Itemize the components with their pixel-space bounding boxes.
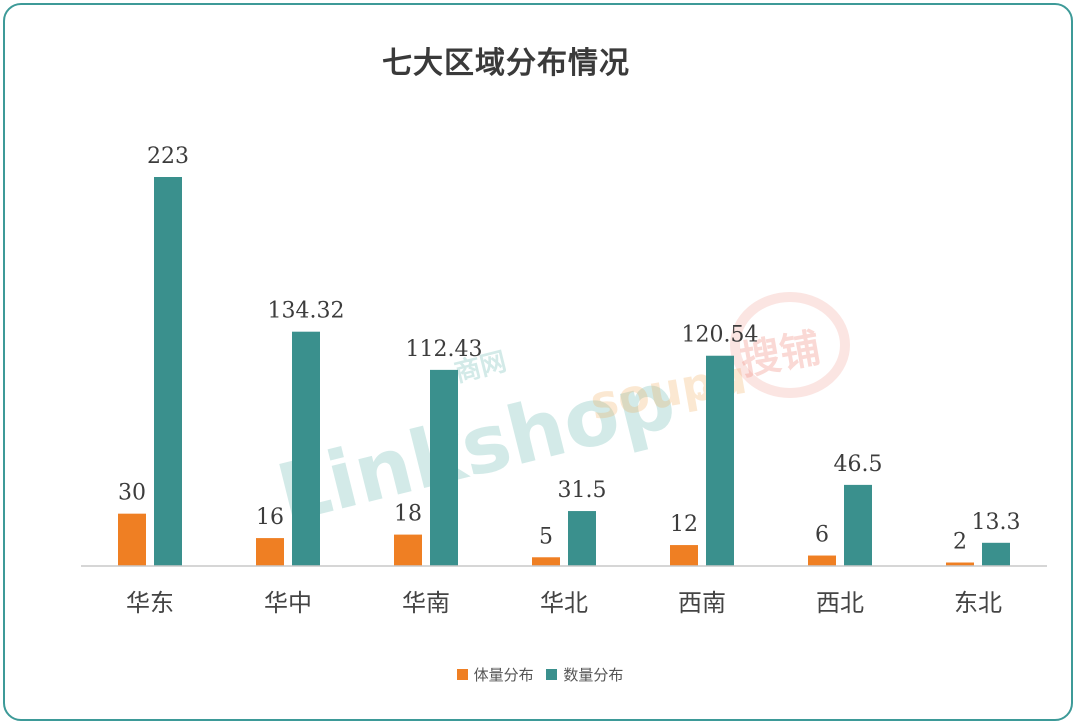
bar-volume-4 <box>670 545 698 566</box>
legend-item-volume: 体量分布 <box>456 664 534 685</box>
bar-volume-6 <box>946 562 974 566</box>
data-label-count-6: 13.3 <box>972 510 1021 535</box>
labels-group: 30 223 华东 16 134.32 华中 18 112.43 华南 531.5 华北 12 120.… <box>118 144 1020 617</box>
x-tick-label-0: 华东 <box>126 589 174 617</box>
chart-title: 七大区域分布情况 <box>382 46 630 81</box>
bar-count-0 <box>154 177 182 566</box>
data-label-count-0: 223 <box>147 144 189 169</box>
x-tick-label-5: 西北 <box>816 589 864 617</box>
bar-count-1 <box>292 331 320 566</box>
bar-volume-3 <box>532 557 560 566</box>
x-tick-label-1: 华中 <box>264 589 312 617</box>
data-label-count-4: 120.54 <box>682 323 759 348</box>
data-label-volume-5: 6 <box>815 523 829 548</box>
data-label-volume-4: 12 <box>670 512 698 537</box>
legend-swatch-count <box>546 669 558 680</box>
bar-count-5 <box>844 484 872 566</box>
bar-count-6 <box>982 542 1010 566</box>
bar-count-4 <box>706 355 734 566</box>
data-label-count-3: 31.5 <box>558 478 607 503</box>
bar-volume-2 <box>394 534 422 566</box>
data-label-count-5: 46.5 <box>834 452 883 477</box>
data-label-volume-3: 5 <box>539 524 553 549</box>
data-label-count-2: 112.43 <box>406 337 483 362</box>
watermark-circle <box>730 292 850 398</box>
bar-count-2 <box>430 369 458 566</box>
legend-swatch-volume <box>456 669 468 680</box>
legend-label-count: 数量分布 <box>563 666 624 684</box>
bar-volume-1 <box>256 538 284 566</box>
legend: 体量分布 数量分布 <box>0 664 1080 685</box>
bar-volume-0 <box>118 513 146 566</box>
x-tick-label-2: 华南 <box>402 589 450 617</box>
bar-volume-5 <box>808 555 836 566</box>
data-label-count-1: 134.32 <box>268 299 345 324</box>
data-label-volume-0: 30 <box>118 481 146 506</box>
legend-label-volume: 体量分布 <box>473 666 534 684</box>
data-label-volume-6: 2 <box>953 530 967 555</box>
bar-count-3 <box>568 511 596 566</box>
bars-group <box>118 177 1010 566</box>
data-label-volume-2: 18 <box>394 502 422 527</box>
legend-item-count: 数量分布 <box>546 664 623 685</box>
x-tick-label-4: 西南 <box>678 589 726 617</box>
x-tick-label-6: 东北 <box>954 589 1002 617</box>
data-label-volume-1: 16 <box>256 505 284 530</box>
x-tick-label-3: 华北 <box>540 589 588 617</box>
